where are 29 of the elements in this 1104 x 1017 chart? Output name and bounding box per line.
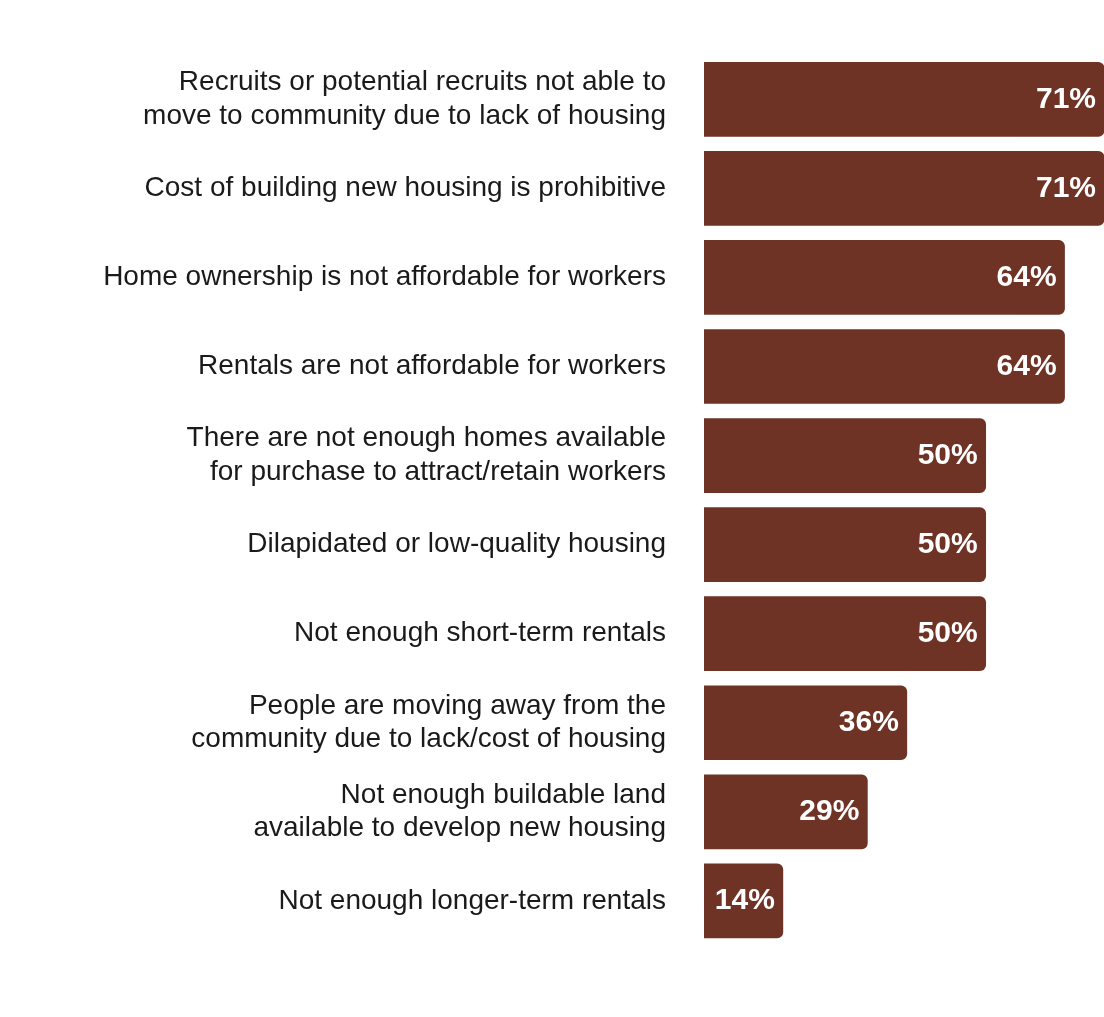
bar [704, 685, 908, 761]
y-tick-label: Dilapidated or low-quality housing [247, 527, 666, 559]
y-tick-label: Not enough longer-term rentals [278, 883, 666, 915]
data-label: 71% [1035, 169, 1096, 203]
bar [704, 62, 1104, 137]
data-label: 50% [917, 614, 978, 648]
data-label: 36% [838, 704, 899, 738]
data-label: 50% [917, 436, 978, 470]
y-tick-label: Not enough buildable land available to develop new housing [253, 777, 666, 843]
data-label: 64% [996, 258, 1057, 292]
y-tick-label: There are not enough homes available for purchase to attract/retain workers [186, 421, 666, 487]
y-tick-label: People are moving away from the community due to lack/cost of housing [191, 688, 666, 754]
bar [704, 418, 987, 493]
y-tick-label: Rentals are not affordable for workers [198, 349, 666, 381]
y-tick-label: Not enough short-term rentals [294, 616, 666, 648]
y-tick-label: Cost of building new housing is prohibitive [144, 171, 666, 203]
bar [704, 151, 1104, 226]
bar [704, 240, 1065, 315]
data-label: 29% [799, 793, 860, 827]
data-label: 14% [714, 882, 775, 916]
bar [704, 507, 987, 582]
data-label: 71% [1035, 80, 1096, 114]
data-label: 50% [917, 525, 978, 559]
bar [704, 329, 1065, 404]
y-tick-label: Home ownership is not affordable for workers [103, 260, 666, 292]
data-label: 64% [996, 347, 1057, 381]
bar [704, 774, 868, 850]
bar [704, 596, 987, 672]
y-tick-label: Recruits or potential recruits not able to move to community due to lack of housing [143, 65, 666, 130]
